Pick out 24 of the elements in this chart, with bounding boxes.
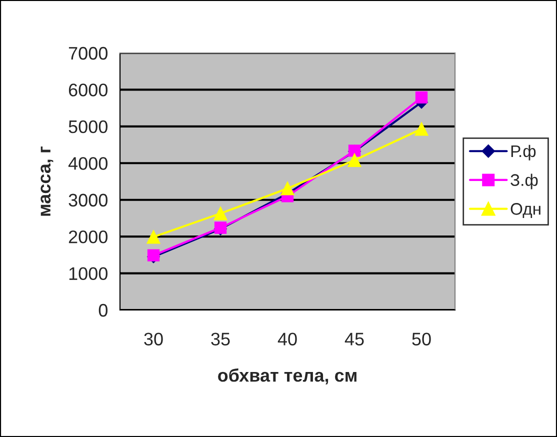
point [414,122,428,136]
y-tick-label: 3000 [68,194,108,207]
legend-label: Одн [510,203,540,218]
x-tick-label: 50 [412,332,431,346]
y-axis-title: масса, г [40,146,54,216]
y-tick-label: 0 [98,304,108,317]
x-axis-title: обхват тела, см [218,368,356,384]
point [348,153,362,167]
legend-label: Р.ф [511,144,536,160]
point [146,230,160,244]
y-tick-label: 2000 [68,230,108,244]
point [280,182,294,196]
x-tick-label: 30 [144,332,163,346]
y-tick-label: 4000 [68,157,108,170]
y-tick-label: 1000 [69,267,108,280]
legend-label: З.ф [510,174,538,190]
point [214,206,228,220]
y-tick-label: 7000 [68,46,108,60]
y-tick-label: 6000 [68,84,108,96]
y-tick-label: 5000 [68,120,108,134]
x-tick-label: 45 [344,332,364,346]
point [415,91,428,104]
x-tick-label: 35 [211,332,230,346]
x-tick-label: 40 [278,332,297,346]
